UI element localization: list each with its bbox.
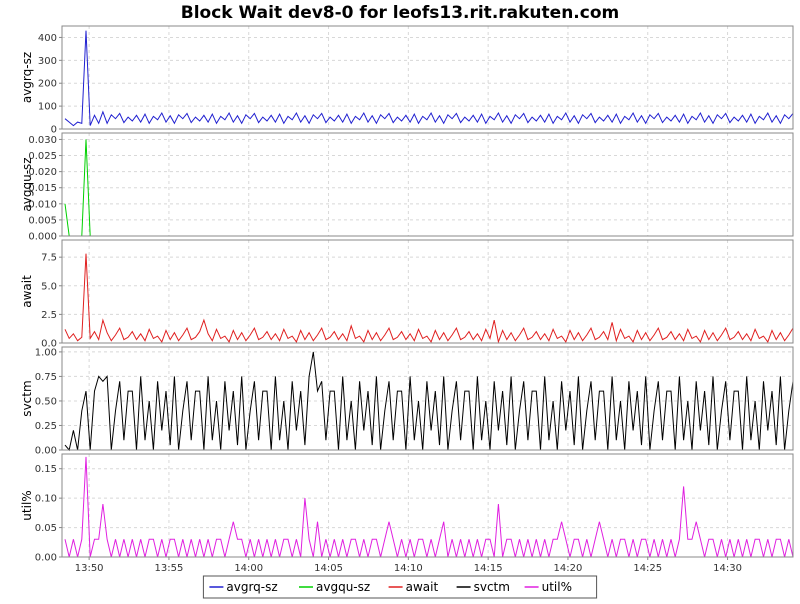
- x-tick-label: 14:30: [713, 563, 742, 574]
- legend-label-await: await: [406, 580, 439, 594]
- legend-label-avgqu-sz: avgqu-sz: [316, 580, 370, 594]
- y-tick-label: 0.010: [28, 199, 57, 210]
- panel-border: [61, 25, 794, 130]
- y-tick-label: 300: [38, 56, 57, 67]
- y-tick-label: 1.00: [35, 347, 57, 358]
- y-tick-label: 0.50: [35, 396, 57, 407]
- legend-label-util%: util%: [542, 580, 572, 594]
- y-tick-label: 0.10: [35, 494, 57, 505]
- y-tick-label: 0.0: [41, 339, 57, 350]
- y-tick-label: 5.0: [41, 281, 57, 292]
- x-tick-label: 13:55: [155, 563, 184, 574]
- panel-border: [61, 239, 794, 344]
- y-tick-label: 400: [38, 33, 57, 44]
- y-tick-label: 0.025: [28, 151, 57, 162]
- legend-label-svctm: svctm: [474, 580, 510, 594]
- x-tick-label: 14:15: [474, 563, 503, 574]
- chart-title: Block Wait dev8-0 for leofs13.rit.rakute…: [181, 3, 619, 23]
- series-line-svctm: [64, 351, 794, 452]
- y-tick-label: 2.5: [41, 310, 57, 321]
- y-axis-label: avgqu-sz: [20, 157, 34, 211]
- x-tick-label: 14:20: [554, 563, 583, 574]
- y-tick-label: 0.75: [35, 372, 57, 383]
- plot-area: [62, 240, 793, 343]
- y-tick-label: 0.020: [28, 167, 57, 178]
- panel-border: [61, 346, 794, 451]
- y-tick-label: 100: [38, 102, 57, 113]
- legend-label-avgrq-sz: avgrq-sz: [226, 580, 277, 594]
- series-line-avgrq-sz: [64, 30, 794, 127]
- y-axis-label: util%: [20, 490, 34, 520]
- x-tick-label: 14:10: [394, 563, 423, 574]
- series-line-util%: [64, 456, 794, 558]
- y-tick-label: 0: [51, 125, 57, 136]
- y-tick-label: 0.030: [28, 135, 57, 146]
- y-tick-label: 0.005: [28, 215, 57, 226]
- panel-border: [61, 132, 794, 237]
- plot-area: [62, 454, 793, 557]
- y-axis-label: avgrq-sz: [20, 52, 34, 103]
- x-tick-label: 14:00: [234, 563, 263, 574]
- y-tick-label: 0.015: [28, 183, 57, 194]
- y-tick-label: 0.00: [35, 553, 57, 564]
- y-tick-label: 200: [38, 79, 57, 90]
- y-tick-label: 0.15: [35, 464, 57, 475]
- x-tick-label: 14:25: [633, 563, 662, 574]
- plot-area: [62, 133, 793, 236]
- y-axis-label: svctm: [20, 380, 34, 416]
- series-line-await: [64, 253, 794, 344]
- plot-area: [62, 26, 793, 129]
- panel-border: [61, 453, 794, 558]
- y-axis-label: await: [20, 275, 34, 308]
- y-tick-label: 0.00: [35, 446, 57, 457]
- y-tick-label: 0.25: [35, 421, 57, 432]
- y-tick-label: 7.5: [41, 253, 57, 264]
- y-tick-label: 0.05: [35, 523, 57, 534]
- y-tick-label: 0.000: [28, 232, 57, 243]
- x-tick-label: 14:05: [314, 563, 343, 574]
- x-tick-label: 13:50: [75, 563, 104, 574]
